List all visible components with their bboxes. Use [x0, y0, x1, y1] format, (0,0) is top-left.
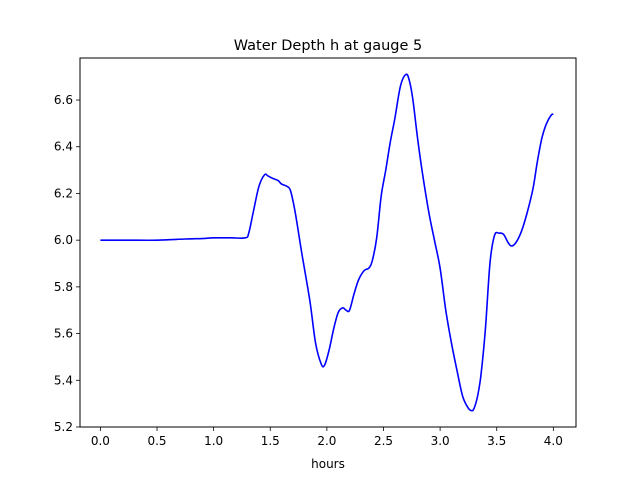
y-tick-label: 5.2 — [54, 420, 73, 434]
y-tick-label: 6.4 — [54, 140, 73, 154]
y-tick-label: 5.8 — [54, 280, 73, 294]
y-tick-label: 6.0 — [54, 233, 73, 247]
y-tick-label: 6.6 — [54, 93, 73, 107]
x-tick-label: 0.5 — [147, 434, 166, 448]
x-tick-label: 2.0 — [317, 434, 336, 448]
chart-title: Water Depth h at gauge 5 — [234, 38, 422, 54]
x-tick-label: 1.5 — [261, 434, 280, 448]
y-tick-label: 6.2 — [54, 186, 73, 200]
x-axis-label: hours — [311, 457, 345, 471]
x-tick-label: 3.0 — [431, 434, 450, 448]
x-tick-label: 0.0 — [91, 434, 110, 448]
plot-frame — [79, 57, 577, 428]
x-tick-label: 3.5 — [487, 434, 506, 448]
y-tick-label: 5.4 — [54, 373, 73, 387]
y-axis-ticks: 5.2 5.4 5.6 5.8 6.0 6.2 6.4 6.6 — [54, 93, 80, 434]
x-tick-label: 2.5 — [374, 434, 393, 448]
series-layer — [100, 73, 554, 412]
series-line-0 — [100, 73, 554, 412]
x-tick-label: 1.0 — [204, 434, 223, 448]
x-axis-ticks: 0.0 0.5 1.0 1.5 2.0 2.5 3.0 3.5 4.0 — [91, 427, 563, 448]
plot-area — [80, 58, 576, 427]
x-tick-label: 4.0 — [544, 434, 563, 448]
y-tick-label: 5.6 — [54, 327, 73, 341]
